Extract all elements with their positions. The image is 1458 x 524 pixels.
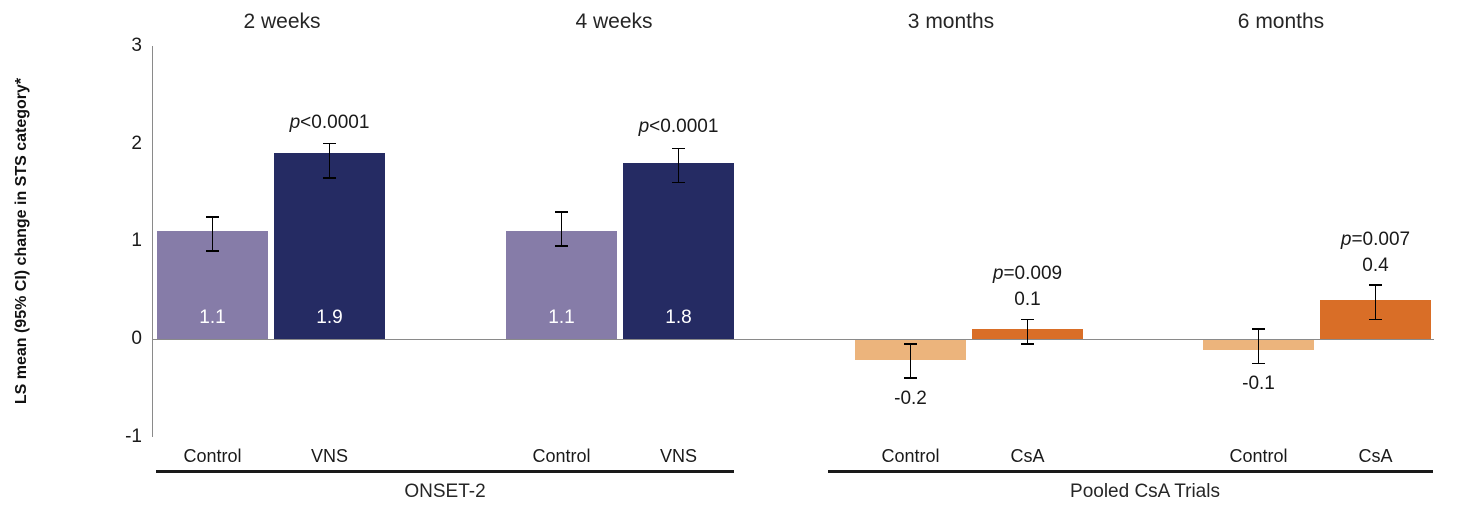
error-bar-cap-bottom-6-months-control xyxy=(1252,362,1265,365)
value-label-6-months-csa: 0.4 xyxy=(1362,255,1389,277)
p-value-2-weeks-vns: p<0.0001 xyxy=(290,111,370,134)
error-bar-cap-bottom-3-months-csa xyxy=(1021,343,1034,345)
value-label-2-weeks-control: 1.1 xyxy=(199,307,226,328)
error-bar-cap-top-3-months-csa xyxy=(1021,318,1034,321)
bar-4-weeks-control xyxy=(506,231,617,339)
error-bar-cap-top-3-months-control xyxy=(904,343,917,345)
header-2-weeks: 2 weeks xyxy=(243,10,321,33)
p-value-prefix: p xyxy=(638,116,650,138)
error-bar-cap-bottom-2-weeks-control xyxy=(206,250,219,252)
x-label-6-months-control: Control xyxy=(1229,446,1288,466)
value-label-stack-3-months-csa: p=0.009 0.1 xyxy=(993,262,1062,311)
p-value-6-months-csa: p=0.007 xyxy=(1341,228,1410,251)
section-line-pooled-csa-trials xyxy=(828,470,1433,473)
p-value-prefix: p xyxy=(1340,229,1352,251)
header-6-months: 6 months xyxy=(1237,10,1325,33)
header-3-months: 3 months xyxy=(907,10,995,33)
value-label-4-weeks-control: 1.1 xyxy=(548,307,575,328)
value-label-3-months-csa: 0.1 xyxy=(1014,289,1041,311)
error-bar-cap-bottom-2-weeks-vns xyxy=(323,176,336,179)
p-value-3-months-csa: p=0.009 xyxy=(993,262,1062,285)
value-label-3-months-control: -0.2 xyxy=(894,388,927,410)
error-bar-3-months-control xyxy=(909,343,912,379)
error-bar-4-weeks-vns xyxy=(677,148,680,183)
x-label-2-weeks-vns: VNS xyxy=(310,446,349,466)
x-label-3-months-csa: CsA xyxy=(1010,446,1045,466)
error-bar-cap-bottom-4-weeks-vns xyxy=(672,181,685,184)
value-label-stack-6-months-csa: p=0.007 0.4 xyxy=(1341,228,1410,277)
x-label-3-months-control: Control xyxy=(881,446,940,466)
error-bar-cap-bottom-6-months-csa xyxy=(1369,318,1382,321)
y-tick-3: 3 xyxy=(131,34,142,56)
error-bar-cap-top-4-weeks-control xyxy=(555,211,568,213)
y-tick-2: 2 xyxy=(131,132,142,154)
error-bar-6-months-csa xyxy=(1374,285,1377,320)
p-value-prefix: p xyxy=(992,263,1004,285)
y-tick-0: 0 xyxy=(131,328,142,349)
x-label-2-weeks-control: Control xyxy=(183,446,242,466)
error-bar-cap-bottom-4-weeks-control xyxy=(555,245,568,247)
p-value-prefix: p xyxy=(289,111,301,133)
error-bar-cap-top-2-weeks-control xyxy=(206,216,219,218)
error-bar-3-months-csa xyxy=(1026,319,1029,344)
error-bar-cap-top-2-weeks-vns xyxy=(323,142,336,145)
error-bar-2-weeks-control xyxy=(211,216,214,252)
error-bar-cap-top-6-months-control xyxy=(1252,328,1265,331)
value-label-2-weeks-vns: 1.9 xyxy=(316,307,343,328)
y-tick-1: -1 xyxy=(125,425,142,447)
p-value-text: <0.0001 xyxy=(300,111,370,133)
section-label-onset-2: ONSET-2 xyxy=(404,481,486,502)
bar-4-weeks-vns xyxy=(623,163,734,339)
p-value-text: =0.007 xyxy=(1351,229,1411,251)
p-value-text: =0.009 xyxy=(1003,263,1063,285)
error-bar-cap-top-6-months-csa xyxy=(1369,284,1382,287)
value-label-4-weeks-vns: 1.8 xyxy=(665,307,692,328)
section-label-pooled-csa-trials: Pooled CsA Trials xyxy=(1070,481,1220,502)
section-line-onset-2 xyxy=(156,470,734,473)
p-value-text: <0.0001 xyxy=(649,116,719,138)
value-label-6-months-control: -0.1 xyxy=(1242,373,1275,395)
y-axis-line xyxy=(151,45,153,437)
x-label-6-months-csa: CsA xyxy=(1358,446,1393,466)
error-bar-6-months-control xyxy=(1257,329,1260,364)
error-bar-cap-top-4-weeks-vns xyxy=(672,147,685,150)
error-bar-cap-bottom-3-months-control xyxy=(904,377,917,379)
p-value-4-weeks-vns: p<0.0001 xyxy=(639,115,719,138)
error-bar-2-weeks-vns xyxy=(328,143,331,178)
header-4-weeks: 4 weeks xyxy=(575,10,653,33)
zero-line xyxy=(153,339,1434,340)
error-bar-4-weeks-control xyxy=(560,211,563,247)
x-label-4-weeks-vns: VNS xyxy=(659,446,698,466)
y-tick-1: 1 xyxy=(131,230,142,252)
bar-2-weeks-vns xyxy=(274,153,385,339)
x-label-4-weeks-control: Control xyxy=(532,446,591,466)
